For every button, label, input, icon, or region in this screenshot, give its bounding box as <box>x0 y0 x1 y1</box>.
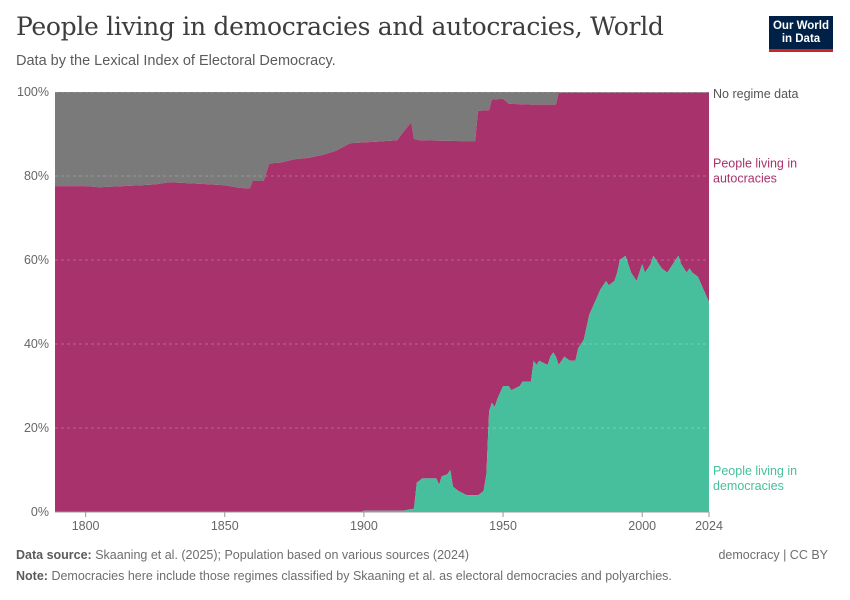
note-line: Note: Democracies here include those reg… <box>16 569 672 583</box>
no-regime-data-area <box>55 92 709 189</box>
note-label: Note: <box>16 569 48 583</box>
data-source-line: Data source: Skaaning et al. (2025); Pop… <box>16 548 469 562</box>
democracies-area <box>55 255 709 513</box>
y-tick-label: 60% <box>24 253 49 267</box>
chart-title: People living in democracies and autocra… <box>16 12 664 41</box>
x-tick-label: 2000 <box>628 519 656 533</box>
x-tick-label: 1850 <box>211 519 239 533</box>
x-tick-label: 1800 <box>72 519 100 533</box>
chart-subtitle: Data by the Lexical Index of Electoral D… <box>16 53 336 69</box>
data-source-label: Data source: <box>16 548 92 562</box>
license-link[interactable]: democracy | CC BY <box>718 548 828 562</box>
y-tick-label: 40% <box>24 337 49 351</box>
data-source-text: Skaaning et al. (2025); Population based… <box>95 548 470 562</box>
logo-line-1: Our World <box>772 20 829 32</box>
autocracies-area <box>55 92 709 513</box>
x-tick-label: 1950 <box>489 519 517 533</box>
autocracies-series-label: autocracies <box>713 171 777 185</box>
y-tick-label: 0% <box>31 505 49 519</box>
note-text: Democracies here include those regimes c… <box>51 569 672 583</box>
x-tick-label: 1900 <box>350 519 378 533</box>
y-tick-label: 100% <box>17 85 49 99</box>
no-regime-data-series-label: No regime data <box>713 87 799 101</box>
democracies-series-label: People living in <box>713 464 797 478</box>
x-tick-label: 2024 <box>695 519 723 533</box>
owid-logo[interactable]: Our World in Data <box>769 16 833 52</box>
y-tick-label: 20% <box>24 421 49 435</box>
y-tick-label: 80% <box>24 169 49 183</box>
logo-line-2: in Data <box>781 33 821 45</box>
democracies-series-label: democracies <box>713 479 784 493</box>
autocracies-series-label: People living in <box>713 156 797 170</box>
